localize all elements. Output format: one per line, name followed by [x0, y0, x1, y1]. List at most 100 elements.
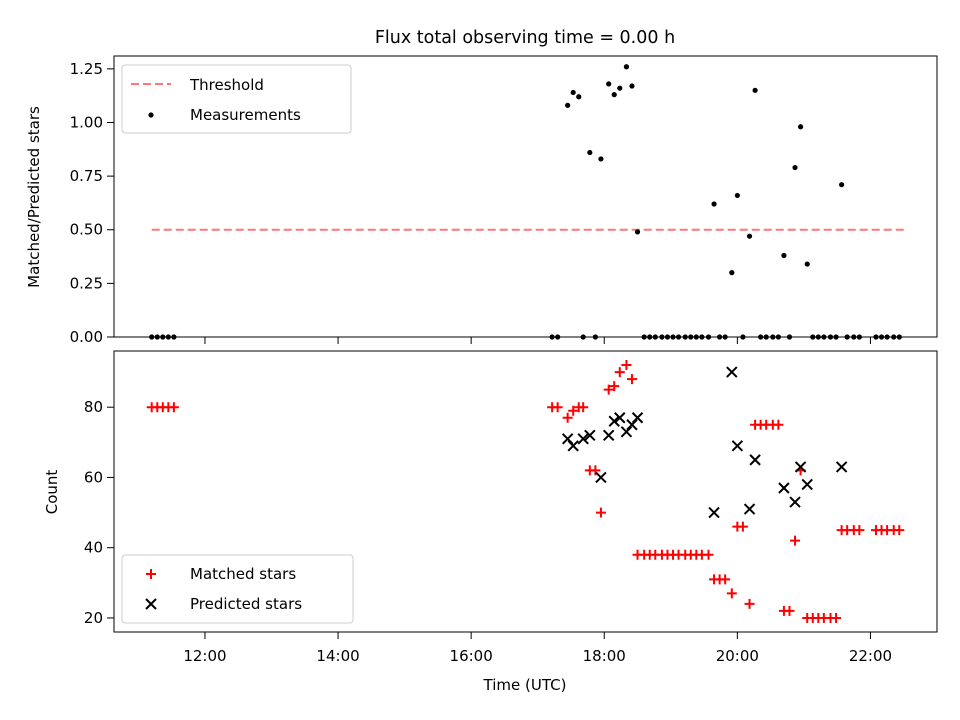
matched-stars-point	[590, 465, 601, 476]
predicted-stars-point	[749, 454, 761, 466]
predicted-stars-point	[561, 433, 574, 445]
top-y-tick-label: 0.75	[70, 167, 103, 185]
measurement-point	[711, 201, 717, 207]
matched-stars-point	[773, 419, 784, 430]
measurement-point	[797, 124, 804, 130]
matched-stars-point	[603, 384, 614, 395]
measurement-point	[752, 87, 758, 93]
measurements-legend-label: Measurements	[190, 106, 301, 124]
predicted-stars-point	[835, 461, 848, 473]
matched-stars-point	[595, 507, 606, 518]
predicted-stars-point	[726, 366, 738, 378]
matched-stars-legend-marker	[146, 569, 156, 579]
bottom-x-axis: 12:00 14:00 16:00 18:00 20:00 22:00	[183, 632, 892, 665]
matched-stars-point	[552, 402, 563, 413]
top-y-tick-label: 0.50	[70, 221, 103, 239]
matched-stars-point	[894, 525, 905, 536]
matched-stars-point	[737, 521, 748, 532]
x-tick-label: 20:00	[716, 647, 759, 665]
bottom-y-tick-label: 40	[84, 539, 103, 557]
measurement-point	[746, 233, 753, 239]
top-y-tick-label: 0.25	[70, 274, 103, 292]
top-x-axis	[204, 337, 871, 344]
matched-stars-point	[831, 612, 842, 623]
matched-stars-point	[578, 402, 589, 413]
measurement-point	[729, 270, 735, 276]
predicted-stars-point	[577, 433, 589, 445]
measurement-point	[570, 89, 576, 96]
measurement-point	[565, 102, 571, 108]
predicted-stars-point	[602, 429, 615, 442]
predicted-stars-point	[584, 429, 596, 442]
measurement-point	[804, 261, 810, 267]
matched-stars-legend-label: Matched stars	[190, 565, 296, 583]
measurements-legend-marker	[148, 112, 154, 118]
bottom-legend: Matched stars Predicted stars	[121, 554, 354, 624]
bottom-y-tick-label: 20	[84, 609, 103, 627]
measurement-point	[606, 81, 612, 87]
measurement-point	[576, 94, 582, 100]
matched-stars-point	[614, 367, 625, 378]
bottom-y-axis-label: Count	[43, 470, 61, 515]
top-panel: 0.00 0.25 0.50 0.75 1.00 1.25 Matched/Predict…	[25, 55, 938, 346]
matched-stars-point	[854, 525, 865, 536]
threshold-legend-label: Threshold	[189, 76, 264, 94]
measurement-point	[617, 85, 623, 91]
top-plot-marks	[149, 64, 904, 340]
measurement-point	[623, 64, 630, 70]
predicted-stars-point	[626, 419, 638, 431]
top-legend: Threshold Measurements	[121, 64, 352, 134]
predicted-stars-point	[608, 415, 620, 427]
predicted-stars-point	[743, 503, 756, 515]
matched-stars-point	[720, 574, 731, 585]
measurement-point	[634, 229, 641, 235]
top-y-tick-label: 1.25	[70, 60, 103, 78]
measurement-point	[629, 83, 635, 89]
top-axes-frame	[113, 55, 938, 338]
matched-stars-point	[568, 405, 579, 416]
top-y-tick-label: 0.00	[70, 328, 103, 346]
bottom-axes-frame	[113, 350, 938, 633]
x-tick-label: 18:00	[583, 647, 626, 665]
top-legend-box	[121, 64, 352, 134]
matched-stars-point	[626, 374, 637, 385]
measurement-point	[839, 182, 845, 188]
predicted-stars-point	[595, 471, 607, 484]
matched-stars-point	[703, 549, 714, 560]
predicted-stars-legend-label: Predicted stars	[190, 595, 302, 613]
matched-stars-point	[621, 360, 632, 371]
top-y-tick-label: 1.00	[70, 113, 103, 131]
chart-title: Flux total observing time = 0.00 h	[375, 28, 675, 48]
predicted-stars-point	[801, 478, 813, 491]
predicted-stars-point	[631, 412, 644, 424]
measurement-point	[587, 149, 593, 156]
matched-stars-point	[784, 605, 795, 616]
matched-stars-point	[744, 598, 755, 609]
predicted-stars-point	[778, 482, 790, 494]
predicted-stars-point	[794, 461, 807, 473]
predicted-stars-point	[731, 440, 744, 452]
x-tick-label: 22:00	[849, 647, 892, 665]
matched-stars-point	[562, 412, 573, 423]
matched-stars-point	[609, 381, 620, 392]
x-tick-label: 16:00	[450, 647, 493, 665]
predicted-stars-point	[620, 426, 633, 438]
predicted-stars-legend-marker	[145, 598, 157, 610]
bottom-y-axis: 20 40 60 80	[84, 398, 114, 627]
predicted-stars-point	[708, 506, 720, 519]
matched-stars-point	[790, 535, 801, 546]
measurement-point	[792, 164, 798, 171]
predicted-stars-point	[789, 496, 801, 508]
measurement-point	[598, 156, 604, 162]
matched-stars-point	[726, 588, 737, 599]
bottom-legend-box	[121, 554, 354, 624]
x-tick-label: 12:00	[183, 647, 226, 665]
matched-stars-point	[168, 402, 179, 413]
predicted-stars-point	[567, 440, 579, 452]
measurement-point	[734, 192, 740, 199]
measurement-point	[781, 252, 787, 259]
bottom-plot-marks	[146, 360, 905, 623]
x-axis-label: Time (UTC)	[483, 676, 567, 694]
